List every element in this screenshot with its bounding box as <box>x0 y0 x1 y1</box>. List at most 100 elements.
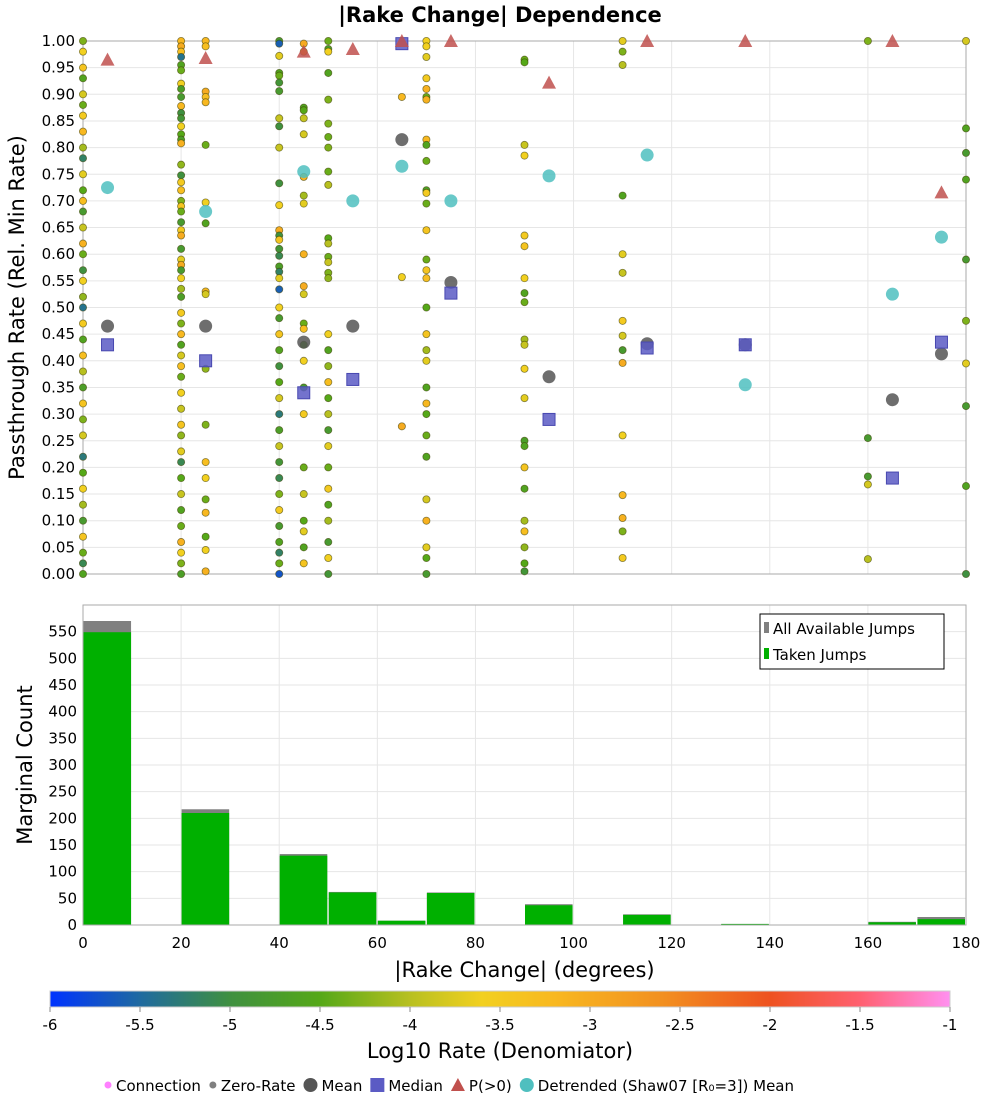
data-point <box>520 463 529 472</box>
data-point <box>177 362 186 371</box>
data-point <box>79 239 88 248</box>
data-point <box>422 140 431 149</box>
data-point <box>299 324 308 333</box>
data-point <box>275 251 284 260</box>
data-point <box>299 559 308 568</box>
data-point <box>324 143 333 152</box>
data-point <box>79 548 88 557</box>
colorbar-tick-label: -5 <box>223 1016 238 1034</box>
y-tick-label: 0.40 <box>42 352 75 370</box>
data-point <box>79 335 88 344</box>
y-tick-label: 0.60 <box>42 245 75 263</box>
bar-taken <box>181 813 230 925</box>
y-tick-label: 0.50 <box>42 299 75 317</box>
data-point <box>324 239 333 248</box>
data-point <box>422 495 431 504</box>
x-tick-label: 60 <box>368 934 387 952</box>
mean-marker <box>199 319 213 333</box>
y-tick-label: 0.10 <box>42 512 75 530</box>
mean-marker <box>444 275 458 289</box>
data-point <box>422 188 431 197</box>
data-point <box>79 292 88 301</box>
detrended-mean-marker <box>885 287 899 301</box>
y-tick-label: 0.70 <box>42 192 75 210</box>
y-tick-label: 400 <box>48 703 77 721</box>
data-point <box>79 207 88 216</box>
data-point <box>520 274 529 283</box>
y-tick-label: 0.05 <box>42 538 75 556</box>
data-point <box>79 196 88 205</box>
chart-title: |Rake Change| Dependence <box>338 3 662 28</box>
mean-marker <box>101 319 115 333</box>
colorbar-tick-label: -3 <box>583 1016 598 1034</box>
y-axis-label: Passthrough Rate (Rel. Min Rate) <box>5 135 29 480</box>
data-point <box>324 167 333 176</box>
data-point <box>177 372 186 381</box>
y-tick-label: 250 <box>48 783 77 801</box>
p-gt-0-marker <box>640 34 655 47</box>
data-point <box>618 47 627 56</box>
data-point <box>177 66 186 75</box>
data-point <box>618 316 627 325</box>
p-gt-0-marker <box>198 51 213 65</box>
data-point <box>863 37 872 46</box>
data-point <box>177 284 186 293</box>
mean-marker <box>346 319 360 333</box>
data-point <box>324 410 333 419</box>
detrended-mean-marker <box>738 378 752 392</box>
data-point <box>324 463 333 472</box>
y-tick-label: 0.65 <box>42 219 75 237</box>
data-point <box>177 114 186 123</box>
data-point <box>299 290 308 299</box>
data-point <box>520 151 529 160</box>
colorbar-tick-label: -4.5 <box>305 1016 334 1034</box>
detrended-mean-marker <box>199 205 213 219</box>
hist-legend-label: Taken Jumps <box>772 646 867 664</box>
y-tick-label: 0.85 <box>42 112 75 130</box>
colorbar-tick-label: -1 <box>943 1016 958 1034</box>
data-point <box>79 516 88 525</box>
y-tick-label: 0.00 <box>42 565 75 583</box>
data-point <box>422 274 431 283</box>
data-point <box>618 250 627 259</box>
data-point <box>177 404 186 413</box>
colorbar-tick-label: -5.5 <box>125 1016 154 1034</box>
data-point <box>324 180 333 189</box>
data-point <box>324 37 333 46</box>
data-point <box>422 330 431 339</box>
data-point <box>299 410 308 419</box>
median-marker <box>542 412 556 426</box>
colorbar: -6 -5.5 -5 -4.5 -4 -3.5 -3 -2.5 -2 -1.5 -1 Log10 Ra… <box>43 990 958 1063</box>
data-point <box>275 346 284 355</box>
median-marker <box>297 386 311 400</box>
y-tick-label: 0.90 <box>42 85 75 103</box>
hist-frame <box>82 604 967 926</box>
data-point <box>324 538 333 547</box>
data-point <box>962 148 971 157</box>
data-point <box>79 100 88 109</box>
legend-label: Detrended (Shaw07 [R₀=3]) Mean <box>538 1077 794 1095</box>
data-point <box>299 543 308 552</box>
bar-taken <box>377 920 426 925</box>
y-tick-label: 150 <box>48 836 77 854</box>
y-tick-label: 1.00 <box>42 32 75 50</box>
legend-circle-icon <box>519 1078 534 1092</box>
median-marker <box>199 354 213 368</box>
data-point <box>79 367 88 376</box>
data-point <box>275 274 284 283</box>
data-point <box>275 235 284 244</box>
data-point <box>201 290 210 299</box>
p-gt-0-marker <box>934 185 949 199</box>
data-point <box>201 98 210 107</box>
bar-taken <box>917 919 965 925</box>
data-point <box>177 388 186 397</box>
data-point <box>79 383 88 392</box>
legend-dot-icon <box>209 1081 217 1089</box>
data-point <box>177 231 186 240</box>
bar-taken <box>426 893 475 925</box>
data-point <box>422 570 431 579</box>
data-point <box>324 378 333 387</box>
data-point <box>79 532 88 541</box>
data-point <box>324 330 333 339</box>
data-point <box>422 346 431 355</box>
